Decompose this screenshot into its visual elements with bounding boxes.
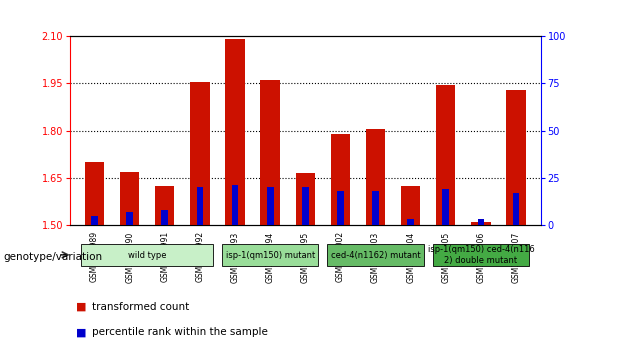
Bar: [478, 219, 484, 225]
Bar: [120, 172, 139, 225]
Text: genotype/variation: genotype/variation: [3, 252, 102, 262]
Bar: [432, 244, 529, 266]
Bar: [197, 187, 204, 225]
Bar: [225, 39, 245, 225]
Bar: [302, 187, 308, 225]
Bar: [436, 85, 455, 225]
Bar: [471, 222, 490, 225]
Text: transformed count: transformed count: [92, 302, 190, 312]
Bar: [127, 212, 133, 225]
Bar: [85, 162, 104, 225]
Bar: [337, 191, 344, 225]
Bar: [232, 185, 238, 225]
Text: ■: ■: [76, 327, 87, 337]
Bar: [401, 186, 420, 225]
Text: percentile rank within the sample: percentile rank within the sample: [92, 327, 268, 337]
Text: isp-1(qm150) ced-4(n116
2) double mutant: isp-1(qm150) ced-4(n116 2) double mutant: [427, 245, 534, 265]
Bar: [162, 210, 168, 225]
Bar: [372, 191, 379, 225]
Bar: [296, 173, 315, 225]
Bar: [91, 216, 98, 225]
Text: ced-4(n1162) mutant: ced-4(n1162) mutant: [331, 250, 420, 260]
Text: isp-1(qm150) mutant: isp-1(qm150) mutant: [226, 250, 315, 260]
Bar: [261, 80, 280, 225]
Bar: [331, 134, 350, 225]
Text: ■: ■: [76, 302, 87, 312]
Bar: [407, 219, 414, 225]
Bar: [513, 193, 520, 225]
Bar: [266, 187, 273, 225]
Bar: [81, 244, 213, 266]
Bar: [222, 244, 319, 266]
Bar: [506, 90, 526, 225]
Bar: [155, 186, 174, 225]
Bar: [366, 129, 385, 225]
Bar: [190, 82, 210, 225]
Bar: [443, 189, 449, 225]
Bar: [328, 244, 424, 266]
Text: wild type: wild type: [128, 250, 167, 260]
